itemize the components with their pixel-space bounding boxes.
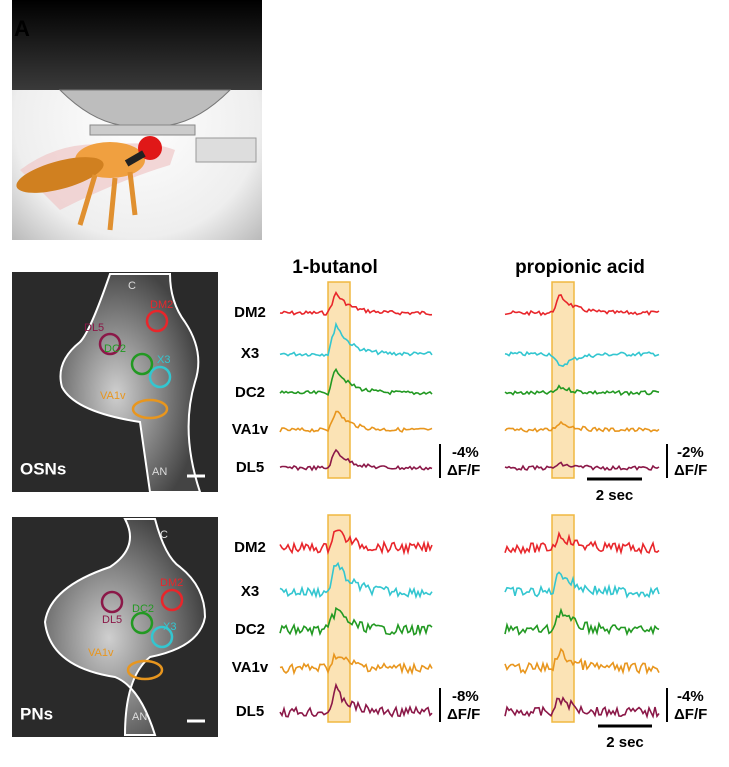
glomerulus-roi [98,332,122,356]
trace [504,647,660,676]
panel-image: C DM2 DL5 DC2 X3 VA1v AN PNs [12,517,218,737]
image-label: AN [132,711,147,723]
trace [504,571,660,599]
trace [504,695,660,720]
trace [504,607,660,637]
row-label: VA1v [232,421,269,438]
trace [279,367,433,396]
panel-label: A [14,16,30,41]
trace [504,384,660,397]
cell-type: OSNs [20,459,66,478]
image-label: DL5 [84,322,104,334]
row-label: DM2 [234,539,266,556]
trace [279,448,433,472]
stimulus-window [327,281,351,479]
glomerulus-roi [150,625,174,649]
scale-label: -8% [452,688,479,705]
trace [279,606,433,637]
image-label: DC2 [104,343,126,355]
glomerulus-roi [148,365,172,389]
scale-label: -4% [452,444,479,461]
image-label: AN [152,466,167,478]
image-label: DL5 [102,614,122,626]
image-label: X3 [157,354,170,366]
scale-label: ΔF/F [447,462,480,479]
image-label: X3 [163,621,176,633]
glomerulus-roi [130,352,154,376]
trace [504,420,660,433]
row-label: DL5 [236,459,264,476]
trace [279,410,433,433]
trace [279,321,433,358]
panel-a-image [12,0,262,240]
scale-label: ΔF/F [674,706,707,723]
scale-label: -4% [677,688,704,705]
glomerulus-roi [126,659,164,681]
trace [504,530,660,556]
row-label: DL5 [236,703,264,720]
trace [279,682,433,718]
glomerulus-roi [100,590,124,614]
trace [504,293,660,317]
row-label: X3 [241,345,259,362]
image-label: DM2 [160,577,183,589]
trace [279,561,433,600]
trace [279,651,433,676]
time-label: 2 sec [606,734,644,751]
glomerulus-roi [130,611,154,635]
image-label: VA1v [88,647,114,659]
trace [504,461,660,472]
stimulus-window [551,281,575,479]
scale-label: -2% [677,444,704,461]
image-label: C [128,280,136,292]
scale-label: ΔF/F [674,462,707,479]
glomerulus-roi [145,309,169,333]
row-label: X3 [241,583,259,600]
time-label: 2 sec [596,487,634,504]
scale-label: ΔF/F [447,706,480,723]
lobe-outline [43,518,207,736]
image-label: DC2 [132,603,154,615]
cell-type: PNs [20,704,53,723]
image-label: DM2 [150,299,173,311]
odor-title: propionic acid [515,257,645,278]
trace [279,291,433,316]
trace [504,350,660,368]
glomerulus-roi [131,398,169,420]
row-label: DM2 [234,304,266,321]
odor-title: 1-butanol [292,257,378,278]
row-label: DC2 [235,621,265,638]
trace [279,529,433,556]
glomerulus-roi [160,588,184,612]
image-label: C [160,529,168,541]
row-label: DC2 [235,384,265,401]
row-label: VA1v [232,659,269,676]
image-label: VA1v [100,390,126,402]
